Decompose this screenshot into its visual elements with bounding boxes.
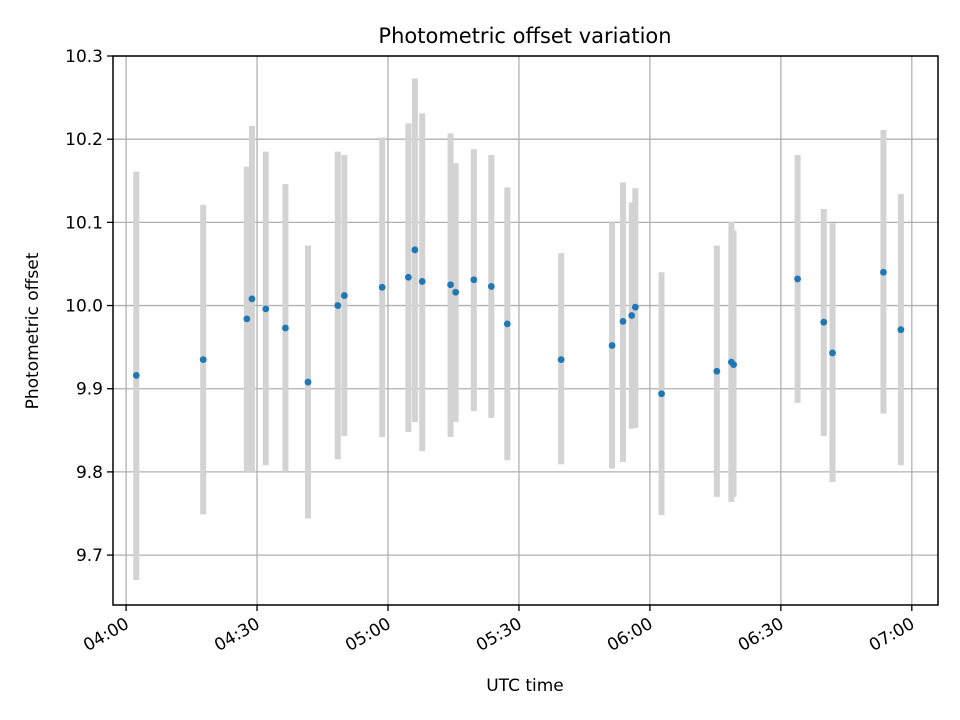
y-axis-title: Photometric offset [23,252,43,409]
data-point [820,318,828,326]
data-point [334,302,342,309]
data-point [199,356,207,364]
data-point [730,361,737,369]
y-tick-label: 9.7 [76,546,103,566]
data-point [557,356,565,364]
data-point [262,305,270,313]
data-point [132,372,140,379]
data-point [452,288,460,296]
data-point [829,349,836,357]
data-point [411,246,419,254]
data-point [608,342,616,349]
plot-area [113,56,938,605]
data-point [897,326,905,334]
data-point [487,283,495,290]
data-point [282,324,289,332]
data-points [132,246,905,398]
data-point [418,278,426,285]
data-point [619,317,627,325]
data-point [470,276,478,284]
data-point [880,268,887,276]
y-axis: 9.7 9.8 9.9 10.0 10.1 10.2 10.3 [65,47,113,566]
y-tick-label: 10.1 [65,213,103,233]
data-point [304,378,312,386]
data-point [794,275,801,283]
y-tick-label: 9.8 [76,463,103,483]
plot-frame [112,55,939,606]
y-tick-label: 10.2 [65,130,103,150]
x-axis-title: UTC time [486,676,564,696]
data-point [340,292,348,299]
data-point [503,320,511,328]
y-tick-label: 9.9 [76,380,103,400]
chart-title: Photometric offset variation [378,24,671,48]
y-tick-label: 10.3 [65,47,103,67]
data-point [378,283,386,291]
data-point [447,281,454,289]
data-point [631,303,639,311]
data-point [243,315,251,323]
data-point [658,390,665,398]
y-tick-label: 10.0 [65,297,103,317]
data-point [248,295,256,303]
data-point [713,367,721,375]
data-point [404,273,412,281]
data-point [628,312,636,319]
